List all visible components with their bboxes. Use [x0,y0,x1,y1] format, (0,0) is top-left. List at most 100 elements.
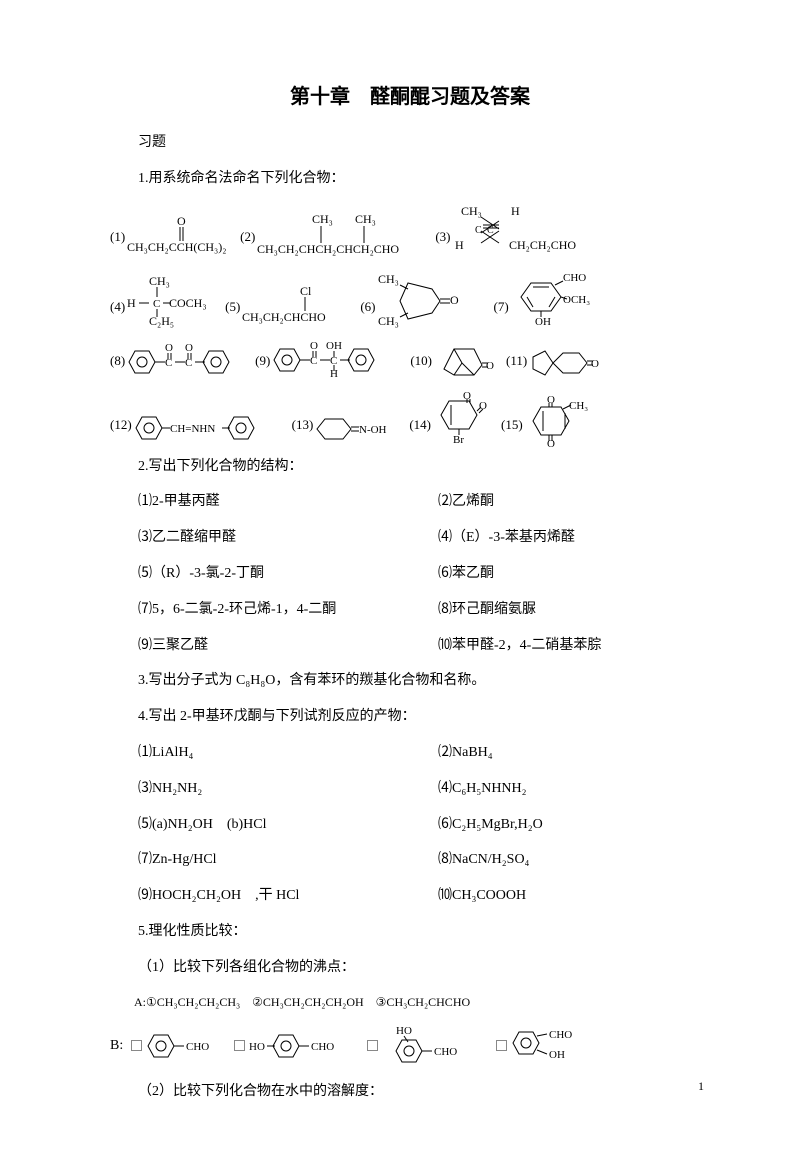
svg-text:OH: OH [326,340,342,352]
svg-text:O: O [547,438,555,447]
page-number: 1 [698,1079,704,1094]
svg-text:O: O [486,360,494,372]
q2-10: ⑽苯甲醛-2，4-二硝基苯腙 [410,634,710,658]
svg-text:O: O [185,342,193,354]
lbl-2: (2) [240,229,255,259]
svg-text:H: H [455,238,464,252]
svg-text:C: C [475,225,482,236]
q5-2: （2）比较下列化合物在水中的溶解度： [110,1080,710,1104]
q2-8: ⑻环己酮缩氨脲 [410,598,710,622]
svg-text:O: O [177,214,186,228]
q4-2: ⑵NaBH₄ [410,741,710,765]
svg-text:CH₃: CH₃ [355,212,376,226]
q2-4: ⑷（E）-3-苯基丙烯醛 [410,526,710,550]
svg-text:OH: OH [535,316,551,328]
svg-text:N-OH: N-OH [359,424,387,436]
lbl-7: (7) [494,299,509,329]
svg-text:CHO: CHO [434,1046,457,1058]
svg-text:HO: HO [396,1026,412,1037]
q4-10: ⑽CH₃COOOH [410,884,710,908]
lbl-1: (1) [110,229,125,259]
q2-7: ⑺5，6-二氯-2-环己烯-1，4-二酮 [110,598,410,622]
struct-row-3: (8) C O C O (9) [110,337,710,387]
svg-text:O: O [591,358,599,370]
svg-text:Br: Br [453,434,464,446]
svg-text:O: O [165,342,173,354]
page-title: 第十章 醛酮醌习题及答案 [110,80,710,109]
svg-text:CH₃CH₂CCH(CH₃)₂: CH₃CH₂CCH(CH₃)₂ [127,240,226,254]
opt-b1: CHO [146,1029,216,1063]
lbl-12: (12) [110,417,132,447]
q4-8: ⑻NaCN/H₂SO₄ [410,848,710,872]
svg-text:C: C [153,298,160,310]
struct-row-1: (1) CH₃CH₂CCH(CH₃)₂ O (2) CH₃CH₂CHCH₂CHC… [110,203,710,263]
svg-text:H: H [511,204,520,218]
opt-b3: HO CHO [382,1026,478,1066]
lbl-11: (11) [506,353,527,383]
lbl-9: (9) [255,353,270,383]
svg-text:CH₃: CH₃ [569,400,588,412]
svg-text:C₂H₅: C₂H₅ [149,314,174,328]
q4-4: ⑷C₆H₅NHNH₂ [410,777,710,801]
svg-text:OCH₃: OCH₃ [563,294,590,306]
option-marker-icon [131,1040,142,1051]
option-marker-icon [496,1040,507,1051]
svg-text:HO: HO [249,1041,265,1053]
q2: 2.写出下列化合物的结构： [110,455,710,479]
svg-text:COCH₃: COCH₃ [169,296,207,310]
svg-text:H: H [127,296,136,310]
q4-5: ⑸(a)NH₂OH (b)HCl [110,813,410,837]
b-label: B: [110,1038,123,1054]
opt-b2: HO CHO [249,1029,349,1063]
lbl-15: (15) [501,417,523,447]
q2-2: ⑵乙烯酮 [410,490,710,514]
struct-row-4: (12) CH=NHN (13) N-OH (14) [110,391,710,451]
q4-1: ⑴LiAlH₄ [110,741,410,765]
svg-text:CH₃CH₂CHCH₂CHCH₂CHO: CH₃CH₂CHCH₂CHCH₂CHO [257,242,399,256]
svg-text:CH₃: CH₃ [461,204,482,218]
lbl-14: (14) [409,417,431,447]
svg-text:O: O [310,340,318,352]
q1: 1.用系统命名法命名下列化合物： [110,167,710,191]
q2-9: ⑼三聚乙醛 [110,634,410,658]
: ⑹苯乙酮 [410,562,710,586]
option-marker-icon [367,1040,378,1051]
q4: 4.写出 2-甲基环戊酮与下列试剂反应的产物： [110,705,710,729]
q5-1a: A:①CH₃CH₂CH₂CH₃ ②CH₃CH₂CH₂CH₂OH ③CH₃CH₂C… [110,992,710,1012]
struct-row-2: (4) CH₃ H COCH₃ C₂H₅ C (5) Cl CH₃CH₂CHCH… [110,267,710,333]
svg-text:CH₂CH₂CHO: CH₂CH₂CHO [509,238,576,252]
svg-text:CH₃CH₂CHCHO: CH₃CH₂CHCHO [242,310,326,324]
svg-text:CH₃: CH₃ [378,314,399,328]
q4-6: ⑹C₂H₅MgBr,H₂O [410,813,710,837]
svg-text:CHO: CHO [549,1029,572,1041]
lbl-10: (10) [410,353,432,383]
lbl-8: (8) [110,353,125,383]
q4-9: ⑼HOCH₂CH₂OH ,干 HCl [110,884,410,908]
svg-text:CH₃: CH₃ [378,272,399,286]
q4-3: ⑶NH₂NH₂ [110,777,410,801]
svg-text:C: C [487,225,494,236]
lbl-6: (6) [360,299,375,329]
svg-text:O: O [450,293,459,307]
lbl-3: (3) [435,229,450,259]
lbl-13: (13) [292,417,314,447]
q3: 3.写出分子式为 C₈H₈O，含有苯环的羰基化合物和名称。 [110,669,710,693]
svg-text:CHO: CHO [186,1041,209,1053]
svg-text:CHO: CHO [563,272,586,284]
lbl-4: (4) [110,299,125,329]
opt-b4: CHO OH [511,1024,597,1068]
svg-text:OH: OH [549,1049,565,1061]
q4-7: ⑺Zn-Hg/HCl [110,848,410,872]
q5-1b-row: B: CHO HO CHO HO [110,1024,710,1068]
q5-1: （1）比较下列各组化合物的沸点： [110,956,710,980]
lbl-5: (5) [225,299,240,329]
q2-1: ⑴2-甲基丙醛 [110,490,410,514]
svg-text:CH₃: CH₃ [149,274,170,288]
svg-text:CH=NHN: CH=NHN [170,423,215,435]
subtitle-xt: 习题 [110,131,710,155]
q5: 5.理化性质比较： [110,920,710,944]
svg-text:CH₃: CH₃ [312,212,333,226]
svg-text:Cl: Cl [300,284,312,298]
svg-text:O: O [547,395,555,406]
q2-5: ⑸（R）-3-氯-2-丁酮 [110,562,410,586]
